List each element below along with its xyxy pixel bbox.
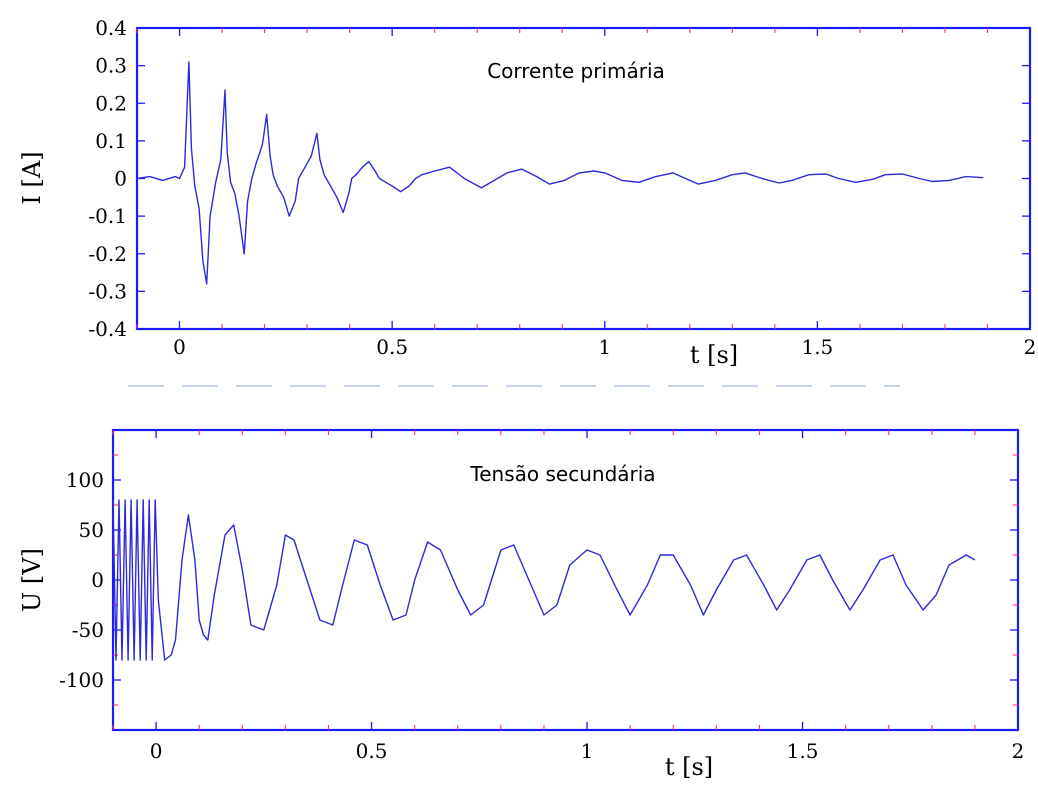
x-tick-labels: 0 0.5 1 1.5 2	[173, 335, 1036, 359]
x-tick-label: 0.5	[376, 335, 408, 359]
y-tick-label: -0.1	[88, 204, 127, 228]
y-tick-label: -50	[72, 618, 104, 642]
y-tick-label: 50	[79, 518, 104, 542]
x-tick-label: 2	[1012, 739, 1025, 763]
y-tick-label: 100	[66, 468, 104, 492]
series-layer	[112, 499, 976, 661]
y-tick-label: -0.2	[88, 242, 127, 266]
chart-title: Corrente primária	[487, 59, 665, 83]
series-line	[136, 61, 984, 285]
y-tick-labels: 0.4 0.3 0.2 0.1 0 -0.1 -0.2 -0.3 -0.4	[88, 16, 127, 341]
y-axis-label: U [V]	[18, 548, 46, 612]
x-tick-label: 1.5	[801, 335, 833, 359]
y-tick-label: 0	[91, 568, 104, 592]
chart-title: Tensão secundária	[469, 462, 655, 486]
y-tick-label: 0.1	[95, 129, 127, 153]
x-tick-labels: 0 0.5 1 1.5 2	[150, 739, 1025, 763]
axis-ticks	[136, 27, 1030, 330]
axis-ticks	[112, 430, 1018, 730]
y-tick-label: -0.3	[88, 279, 127, 303]
x-axis-label: t [s]	[665, 753, 713, 781]
y-axis-label: I [A]	[18, 151, 46, 204]
x-tick-label: 0	[150, 739, 163, 763]
y-tick-label: -0.4	[88, 317, 127, 341]
chart-primary-current: Corrente primária t [s] I [A] 0 0.5 1 1.5 2 …	[18, 16, 1036, 369]
x-tick-label: 0	[173, 335, 186, 359]
y-tick-label: 0.2	[95, 91, 127, 115]
x-tick-label: 1	[598, 335, 611, 359]
series-line	[112, 499, 976, 661]
x-axis-label: t [s]	[690, 341, 738, 369]
x-tick-label: 1	[581, 739, 594, 763]
series-layer	[136, 61, 984, 285]
y-tick-label: 0.3	[95, 54, 127, 78]
x-tick-label: 1.5	[787, 739, 819, 763]
y-tick-label: -100	[59, 668, 104, 692]
x-tick-label: 0.5	[356, 739, 388, 763]
x-tick-label: 2	[1024, 335, 1037, 359]
chart-secondary-voltage: Tensão secundária t [s] U [V] 0 0.5 1 1.5 2 …	[18, 428, 1025, 781]
y-tick-label: 0	[114, 167, 127, 191]
y-tick-labels: 100 50 0 -50 -100	[59, 468, 104, 692]
y-tick-label: 0.4	[95, 16, 127, 40]
